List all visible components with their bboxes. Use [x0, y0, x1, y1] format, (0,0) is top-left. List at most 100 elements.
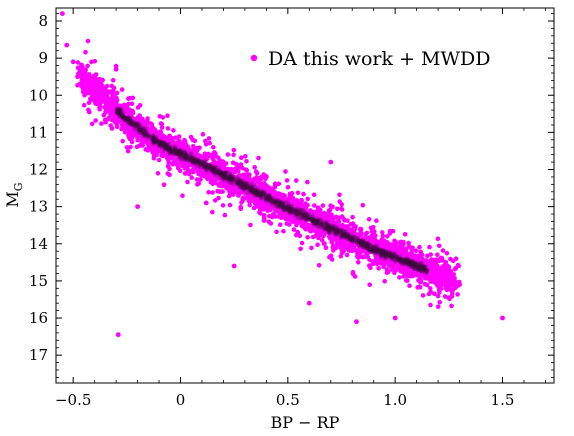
data-point	[135, 116, 140, 121]
data-point	[127, 136, 133, 142]
data-point	[114, 90, 120, 96]
data-point	[100, 86, 105, 91]
data-point	[281, 215, 287, 220]
data-point	[195, 182, 200, 187]
data-point	[337, 240, 343, 246]
data-point	[109, 83, 114, 89]
data-point	[298, 246, 303, 252]
data-point	[231, 147, 237, 153]
data-point	[110, 77, 116, 83]
data-point	[319, 232, 324, 238]
data-point	[130, 133, 136, 138]
data-point	[305, 202, 310, 208]
data-point	[187, 168, 193, 174]
data-point	[440, 248, 446, 253]
data-point	[400, 269, 406, 275]
data-point	[225, 152, 231, 157]
data-point	[350, 226, 356, 231]
data-point	[263, 176, 268, 182]
data-point	[393, 246, 399, 252]
data-point	[156, 130, 161, 135]
data-point	[210, 156, 216, 162]
data-point	[99, 121, 104, 126]
data-point	[99, 91, 104, 97]
data-point	[94, 89, 100, 95]
data-point	[339, 245, 345, 250]
data-point	[450, 281, 455, 286]
data-point	[443, 276, 449, 282]
data-point	[210, 190, 215, 195]
data-point	[442, 263, 448, 268]
data-point	[92, 58, 98, 64]
data-point	[428, 252, 434, 257]
data-point	[356, 260, 361, 265]
data-point	[417, 272, 422, 278]
data-point	[226, 186, 232, 192]
data-point	[263, 198, 268, 202]
data-point	[154, 152, 159, 158]
data-point	[274, 229, 279, 235]
data-point	[322, 214, 327, 220]
data-point	[444, 250, 450, 256]
data-point	[125, 148, 131, 154]
data-point	[327, 207, 333, 213]
data-point	[450, 287, 456, 293]
data-point	[212, 178, 218, 183]
data-point	[207, 140, 212, 146]
data-point	[145, 148, 151, 153]
data-point	[374, 218, 379, 223]
data-point	[376, 266, 382, 271]
data-point	[452, 267, 458, 272]
data-point	[389, 267, 395, 272]
data-point	[380, 233, 386, 239]
data-point	[171, 128, 176, 133]
data-point	[447, 296, 452, 302]
data-point	[156, 157, 162, 163]
data-point	[417, 244, 422, 250]
data-point	[149, 122, 155, 128]
data-point	[425, 253, 430, 259]
data-point	[248, 222, 253, 228]
data-point	[180, 193, 185, 198]
data-point	[435, 304, 441, 310]
data-point	[446, 264, 452, 270]
data-point	[320, 203, 326, 208]
data-point	[406, 240, 411, 246]
data-point	[384, 234, 390, 239]
data-point	[254, 175, 259, 180]
data-point	[89, 121, 95, 127]
data-point	[428, 289, 433, 294]
data-point	[285, 184, 291, 190]
data-point	[326, 234, 332, 239]
data-point	[134, 144, 140, 150]
data-point	[190, 137, 195, 142]
data-point	[277, 222, 283, 227]
data-point	[431, 257, 437, 263]
data-point	[85, 84, 91, 89]
data-point	[114, 124, 120, 130]
data-point	[301, 225, 307, 230]
data-point	[246, 198, 252, 203]
data-point	[438, 286, 444, 291]
data-point	[105, 96, 110, 102]
data-point	[452, 276, 457, 281]
data-point	[367, 263, 372, 268]
data-point	[243, 154, 248, 159]
data-point	[442, 294, 448, 299]
data-point	[226, 180, 231, 185]
data-point	[209, 153, 215, 158]
data-point	[93, 118, 98, 123]
data-point	[108, 123, 114, 128]
data-point	[86, 72, 91, 78]
data-point	[233, 169, 238, 174]
data-point	[86, 107, 91, 113]
data-point	[261, 180, 267, 186]
data-point	[116, 118, 122, 124]
data-point	[100, 77, 105, 83]
data-point	[184, 163, 190, 168]
data-point	[157, 114, 163, 119]
data-point	[352, 274, 358, 279]
data-point	[83, 49, 88, 55]
data-point	[328, 203, 333, 208]
data-point	[252, 165, 257, 170]
